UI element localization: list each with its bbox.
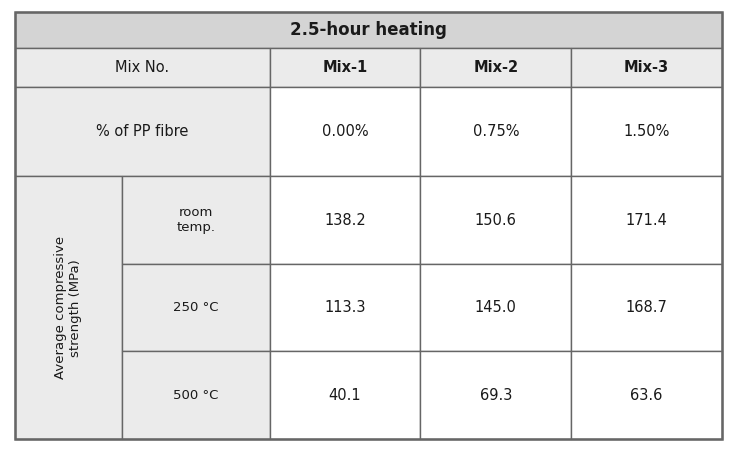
Bar [270,176,420,264]
Bar [420,48,571,87]
Bar [571,264,722,351]
Text: 150.6: 150.6 [475,213,517,228]
Text: Mix-3: Mix-3 [624,60,669,75]
Text: 40.1: 40.1 [329,388,361,403]
Text: 168.7: 168.7 [626,300,668,315]
Text: 113.3: 113.3 [324,300,366,315]
Bar [122,264,270,351]
Bar [15,87,270,176]
Text: Mix No.: Mix No. [115,60,170,75]
Text: 1.50%: 1.50% [624,124,670,139]
Text: 138.2: 138.2 [324,213,366,228]
Bar [420,351,571,439]
Bar [571,87,722,176]
Text: 0.00%: 0.00% [321,124,368,139]
Text: 250 °C: 250 °C [173,301,218,314]
Bar [420,264,571,351]
Text: 69.3: 69.3 [480,388,512,403]
Bar [270,264,420,351]
Bar [15,48,270,87]
Bar [571,48,722,87]
Text: 0.75%: 0.75% [472,124,519,139]
Text: Mix-1: Mix-1 [322,60,368,75]
Text: Mix-2: Mix-2 [473,60,518,75]
Bar [270,87,420,176]
Bar [122,176,270,264]
Text: % of PP fibre: % of PP fibre [96,124,189,139]
Bar [571,176,722,264]
Bar [122,351,270,439]
Text: room
temp.: room temp. [176,206,215,234]
Bar [571,351,722,439]
Bar [420,176,571,264]
Bar [15,176,122,439]
Text: 500 °C: 500 °C [173,389,218,402]
Bar [270,351,420,439]
Text: 171.4: 171.4 [626,213,668,228]
Bar [15,12,722,48]
Text: 145.0: 145.0 [475,300,517,315]
Bar [420,87,571,176]
Text: 2.5-hour heating: 2.5-hour heating [290,21,447,39]
Bar [270,48,420,87]
Text: 63.6: 63.6 [630,388,663,403]
Text: Average compressive
strength (MPa): Average compressive strength (MPa) [55,236,83,379]
